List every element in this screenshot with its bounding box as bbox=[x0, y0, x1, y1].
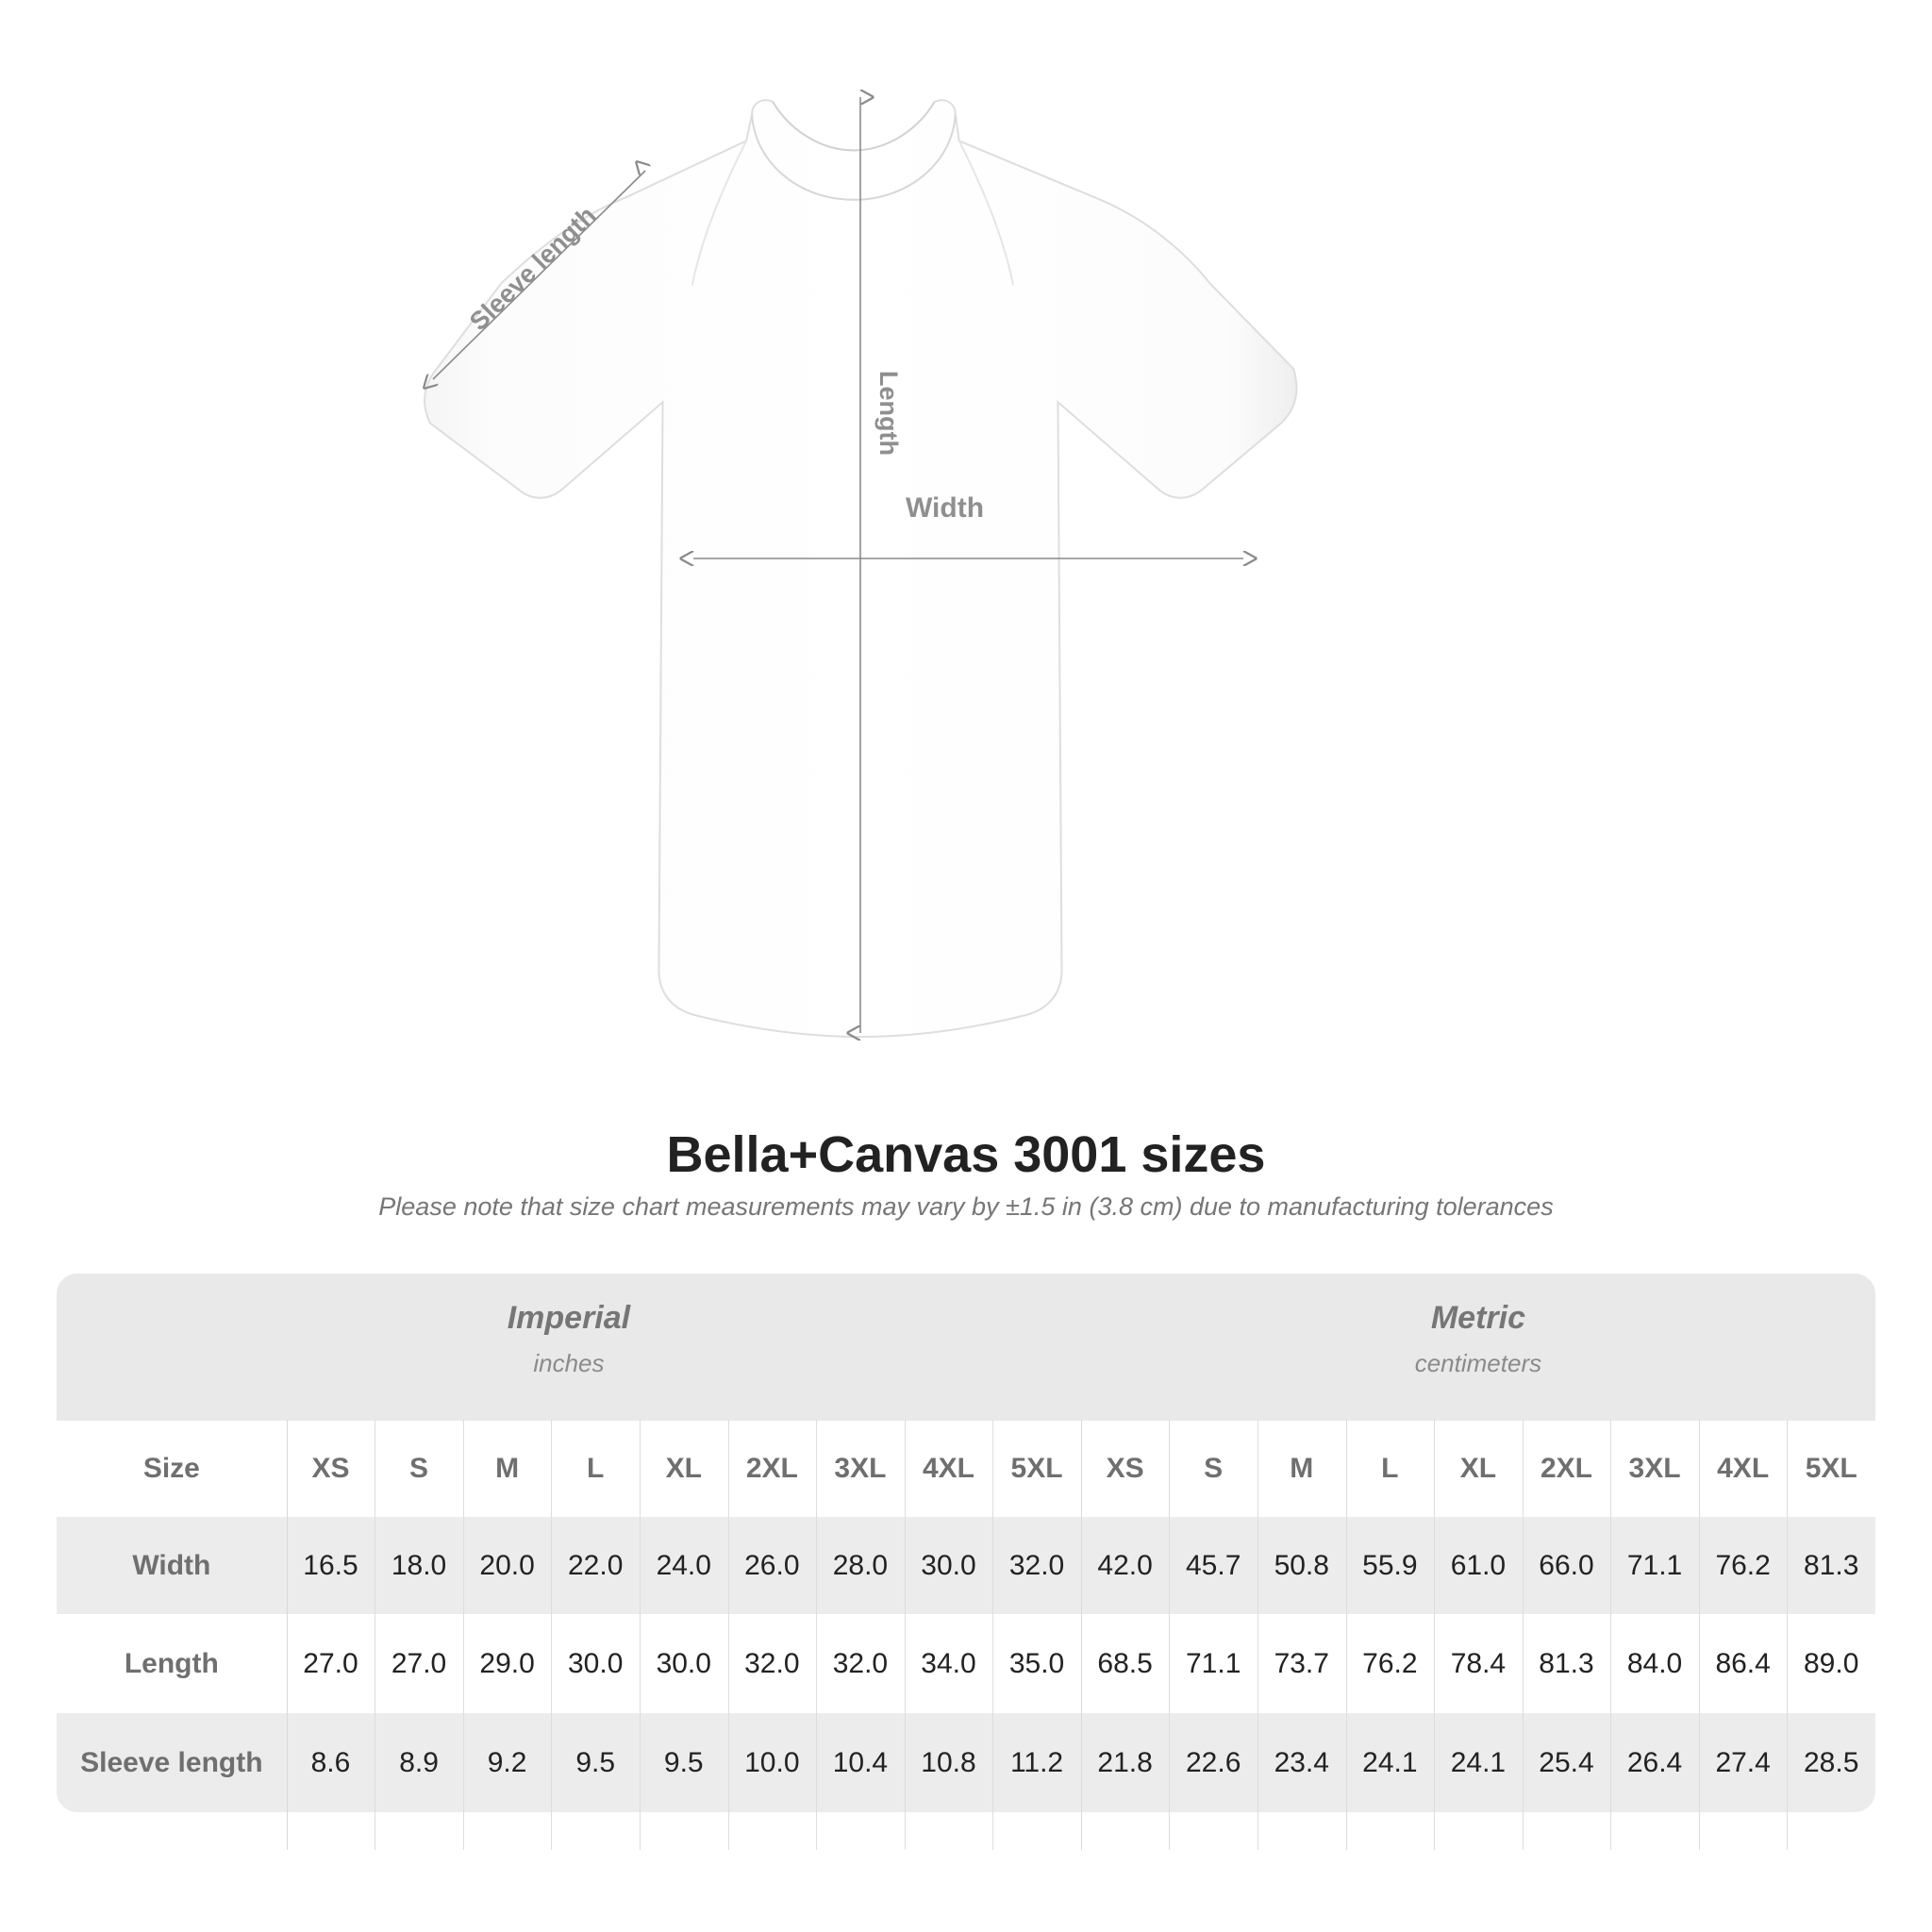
svg-text:Width: Width bbox=[906, 492, 984, 524]
svg-text:Length: Length bbox=[874, 371, 903, 456]
